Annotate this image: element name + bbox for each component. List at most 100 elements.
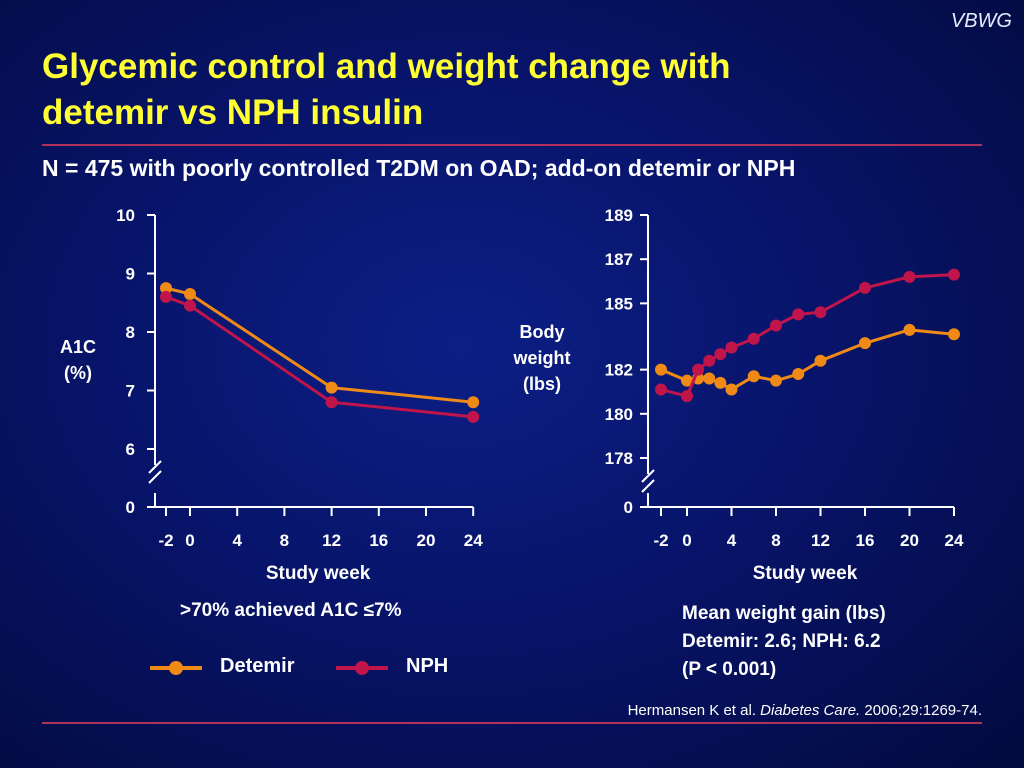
weight-point-detemir xyxy=(770,374,782,387)
weight-point-nph xyxy=(792,308,805,321)
weight-point-nph xyxy=(725,341,738,354)
weight-annotation: Mean weight gain (lbs) Detemir: 2.6; NPH… xyxy=(682,600,886,684)
weight-point-nph xyxy=(703,354,716,367)
a1c-y-tick-label: 7 xyxy=(126,382,135,401)
a1c-x-tick-label: 12 xyxy=(322,531,341,550)
a1c-y-axis-title-line: A1C xyxy=(60,337,96,357)
weight-y-tick-label: 180 xyxy=(605,405,633,424)
legend-marker-nph xyxy=(355,661,369,675)
a1c-x-axis-title: Study week xyxy=(266,563,371,584)
weight-point-detemir xyxy=(903,323,916,336)
a1c-point-detemir xyxy=(325,381,338,394)
weight-point-nph xyxy=(692,363,705,376)
weight-y-tick-label: 178 xyxy=(605,449,633,468)
citation-authors: Hermansen K et al. xyxy=(627,702,761,719)
weight-point-nph xyxy=(681,390,693,403)
weight-y-axis-break-mark xyxy=(641,469,655,483)
a1c-x-tick-label: -2 xyxy=(158,531,173,550)
brand-label: VBWG xyxy=(950,10,1012,32)
a1c-y-tick-label: 10 xyxy=(116,206,135,225)
a1c-y-tick-label: 9 xyxy=(126,265,135,284)
a1c-series-line-nph xyxy=(165,295,474,419)
a1c-point-nph xyxy=(160,290,172,303)
a1c-y-axis-title: A1C (%) xyxy=(60,337,96,383)
title-divider xyxy=(42,144,982,146)
weight-annotation-line-1: Mean weight gain (lbs) xyxy=(682,603,886,624)
a1c-y-tick-label: 6 xyxy=(126,440,135,459)
a1c-annotation: >70% achieved A1C ≤7% xyxy=(180,600,402,621)
weight-y-axis-title-line: (lbs) xyxy=(523,374,561,394)
weight-annotation-line-2: Detemir: 2.6; NPH: 6.2 xyxy=(682,631,881,652)
a1c-point-nph xyxy=(325,396,338,409)
weight-y-tick-label: 189 xyxy=(605,206,633,225)
legend-label-detemir: Detemir xyxy=(220,655,295,677)
title-line-1: Glycemic control and weight change with xyxy=(42,47,731,86)
a1c-y-tick-label: 0 xyxy=(126,498,135,517)
a1c-point-detemir xyxy=(467,396,480,409)
weight-x-tick-label: 8 xyxy=(771,531,780,550)
weight-x-tick-label: 24 xyxy=(945,531,964,550)
a1c-point-nph xyxy=(467,410,480,423)
a1c-x-tick-label: 0 xyxy=(185,531,194,550)
footer-divider xyxy=(42,722,982,724)
weight-y-tick-label: 182 xyxy=(605,361,633,380)
weight-point-detemir xyxy=(703,372,716,385)
a1c-point-detemir xyxy=(184,287,196,300)
weight-x-tick-label: 12 xyxy=(811,531,830,550)
weight-point-nph xyxy=(859,281,871,294)
a1c-x-tick-label: 20 xyxy=(417,531,436,550)
weight-point-nph xyxy=(747,332,760,345)
weight-point-nph xyxy=(903,270,916,283)
weight-point-detemir xyxy=(714,376,727,389)
weight-y-axis-title: Body weight (lbs) xyxy=(513,322,571,394)
citation-details: 2006;29:1269-74. xyxy=(860,702,982,719)
weight-x-tick-label: 0 xyxy=(682,531,691,550)
a1c-y-tick-label: 8 xyxy=(126,323,135,342)
weight-point-detemir xyxy=(859,337,871,350)
legend-marker-detemir xyxy=(169,661,183,675)
weight-point-detemir xyxy=(681,374,693,387)
weight-point-nph xyxy=(770,319,782,332)
weight-point-detemir xyxy=(948,328,960,341)
a1c-x-tick-label: 8 xyxy=(280,531,289,550)
weight-x-axis-title: Study week xyxy=(753,563,858,584)
weight-x-tick-label: 4 xyxy=(727,531,737,550)
page-title: Glycemic control and weight change with … xyxy=(42,44,942,136)
weight-point-nph xyxy=(948,268,960,281)
title-line-2: detemir vs NPH insulin xyxy=(42,93,424,132)
weight-x-tick-label: -2 xyxy=(653,531,668,550)
weight-point-detemir xyxy=(814,354,827,367)
a1c-chart: 0 6 7 8 9 10 -2 0 4 8 12 16 20 24 Study week A1C (%) xyxy=(60,206,483,584)
citation-journal: Diabetes Care. xyxy=(760,702,861,719)
weight-point-detemir xyxy=(725,383,738,396)
a1c-y-axis-title-line: (%) xyxy=(64,363,92,383)
weight-y-axis-title-line: weight xyxy=(513,348,571,368)
a1c-x-tick-label: 4 xyxy=(232,531,242,550)
weight-point-nph xyxy=(655,383,667,396)
weight-annotation-line-3: (P < 0.001) xyxy=(682,659,777,680)
citation: Hermansen K et al. Diabetes Care. 2006;2… xyxy=(628,702,982,719)
weight-y-axis-title-line: Body xyxy=(520,322,565,342)
a1c-x-tick-label: 16 xyxy=(369,531,388,550)
weight-y-tick-label: 185 xyxy=(605,294,633,313)
weight-chart: 0 178 180 182 185 187 189 -2 0 4 8 12 16 20 24 Study we… xyxy=(513,206,964,584)
weight-x-tick-label: 20 xyxy=(900,531,919,550)
a1c-x-tick-label: 24 xyxy=(464,531,483,550)
a1c-y-axis-break-mark xyxy=(148,470,162,484)
weight-point-detemir xyxy=(792,368,805,381)
weight-point-detemir xyxy=(747,370,760,383)
a1c-series-line-detemir xyxy=(165,286,474,404)
weight-point-nph xyxy=(814,306,827,319)
a1c-point-nph xyxy=(184,299,196,312)
weight-y-tick-label: 0 xyxy=(624,498,633,517)
weight-point-nph xyxy=(714,348,727,361)
weight-y-tick-label: 187 xyxy=(605,250,633,269)
weight-point-detemir xyxy=(655,363,667,376)
subtitle: N = 475 with poorly controlled T2DM on O… xyxy=(42,155,796,181)
legend-label-nph: NPH xyxy=(406,655,449,677)
a1c-y-axis-break-mark xyxy=(148,460,162,474)
a1c-point-detemir xyxy=(160,282,172,295)
weight-y-axis-break-mark xyxy=(641,479,655,493)
weight-x-tick-label: 16 xyxy=(856,531,875,550)
